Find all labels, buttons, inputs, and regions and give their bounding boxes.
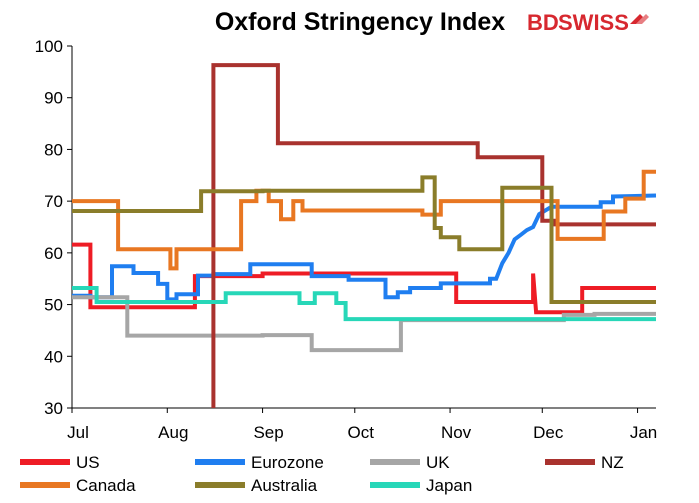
y-tick-label: 40 [44, 347, 63, 366]
legend-label: Eurozone [251, 453, 324, 472]
legend-label: Australia [251, 476, 318, 495]
legend-item-us: US [20, 453, 100, 472]
legend-item-uk: UK [370, 453, 450, 472]
legend-label: UK [426, 453, 450, 472]
legend-label: Canada [76, 476, 136, 495]
series-line-uk [72, 295, 656, 353]
series-lines [72, 63, 657, 408]
legend-item-canada: Canada [20, 476, 136, 495]
y-tick-label: 100 [35, 37, 63, 56]
y-tick-label: 50 [44, 296, 63, 315]
x-tick-label: Jan [630, 423, 657, 442]
y-tick-label: 80 [44, 140, 63, 159]
series-line-australia [72, 175, 656, 304]
y-tick-label: 70 [44, 192, 63, 211]
legend-item-eurozone: Eurozone [195, 453, 324, 472]
y-tick-label: 60 [44, 244, 63, 263]
legend-label: US [76, 453, 100, 472]
arrow-logo-icon [630, 14, 649, 24]
series-line-nz [211, 63, 656, 408]
legend-label: Japan [426, 476, 472, 495]
x-tick-label: Nov [441, 423, 472, 442]
series-line-eurozone [72, 193, 657, 302]
brand-logo: BD SWISS [527, 10, 649, 35]
x-tick-label: Oct [348, 423, 375, 442]
y-tick-label: 30 [44, 399, 63, 418]
y-axis-ticks: 30 40 50 60 70 80 90 100 [35, 37, 72, 418]
chart-title: Oxford Stringency Index [215, 8, 505, 36]
logo-text-bd: BD [527, 10, 559, 35]
x-tick-label: Jul [67, 423, 89, 442]
legend-label: NZ [601, 453, 624, 472]
series-line-japan [72, 286, 656, 322]
y-tick-label: 90 [44, 89, 63, 108]
x-tick-label: Dec [533, 423, 564, 442]
series-line-us [72, 242, 656, 315]
x-tick-label: Sep [253, 423, 283, 442]
legend: US Eurozone UK NZ Canada Australia Japan [20, 453, 624, 495]
legend-item-nz: NZ [545, 453, 624, 472]
logo-text-swiss: SWISS [558, 10, 629, 35]
series-line-canada [72, 169, 656, 271]
x-tick-label: Aug [158, 423, 188, 442]
x-axis-ticks: Jul Aug Sep Oct Nov Dec Jan [67, 408, 657, 442]
legend-item-japan: Japan [370, 476, 472, 495]
legend-item-australia: Australia [195, 476, 318, 495]
axes [71, 46, 656, 409]
